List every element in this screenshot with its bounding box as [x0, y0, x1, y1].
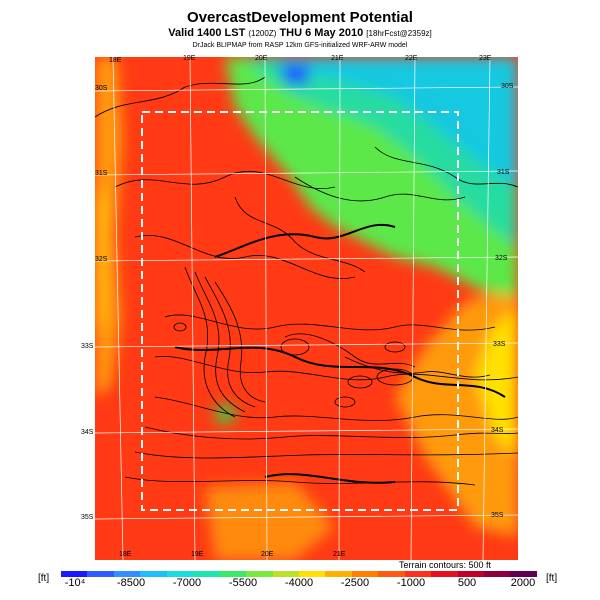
colorbar-tick-label: -4000	[284, 577, 314, 589]
lat-label-left: 31S	[95, 170, 108, 177]
colorbar-swatch	[457, 571, 484, 577]
lat-label-right: 33S	[493, 341, 506, 348]
model-description: DrJack BLIPMAP from RASP 12km GFS-initia…	[192, 42, 408, 49]
colorbar-tick-label: -5500	[228, 577, 258, 589]
terrain-contour-note: Terrain contours: 500 ft	[399, 560, 492, 570]
colorbar-swatch	[113, 571, 141, 577]
south-orange-patch	[205, 482, 335, 560]
colorbar-unit-right: [ft]	[546, 573, 558, 584]
lat-label-right: 32S	[495, 255, 508, 262]
lat-label-left: 35S	[81, 514, 94, 521]
north-cyan-region	[265, 57, 518, 187]
lat-lon-grid	[95, 57, 518, 560]
lon-label-top: 18E	[109, 57, 122, 64]
colorbar-swatch	[351, 571, 379, 577]
colorbar-swatch	[298, 571, 326, 577]
colorbar-swatch	[272, 571, 299, 577]
colorbar-swatch	[140, 571, 167, 577]
colorbar-tick-label: -7000	[172, 577, 202, 589]
colorbar-unit-left: [ft]	[38, 573, 50, 584]
valid-time-line: Valid 1400 LST (1200Z) THU 6 May 2010 [1…	[0, 27, 600, 39]
lon-label-top: 21E	[331, 55, 344, 62]
colorbar-swatch	[87, 571, 114, 577]
colorbar-tick-label: 500	[457, 577, 477, 589]
colorbar-swatch	[484, 571, 511, 577]
colorbar-swatch	[246, 571, 273, 577]
colorbar-swatch	[404, 571, 432, 577]
colorbar	[61, 571, 537, 577]
lat-label-right: 35S	[491, 512, 504, 519]
overcast-potential-map[interactable]: 18E 19E 20E 21E 22E 23E 18E 19E 20E 21E …	[81, 55, 518, 560]
colorbar-swatch	[431, 571, 458, 577]
lon-label-bottom: 20E	[261, 551, 274, 558]
colorbar-swatch	[61, 571, 88, 577]
east-yellow-band	[475, 307, 518, 457]
lat-label-right: 30S	[501, 83, 514, 90]
colorbar-swatch	[510, 571, 537, 577]
green-spot	[215, 404, 235, 424]
colorbar-tick-label: -10⁴	[64, 577, 86, 589]
lat-label-left: 32S	[95, 256, 108, 263]
colorbar-tick-label: 2000	[510, 577, 536, 589]
lon-label-bottom: 18E	[119, 551, 132, 558]
valid-time: Valid 1400 LST	[168, 27, 246, 39]
lat-label-left: 30S	[95, 85, 108, 92]
blue-patch	[280, 65, 310, 85]
colorbar-swatch	[193, 571, 220, 577]
lon-label-top: 23E	[479, 55, 492, 62]
lat-label-right: 34S	[491, 427, 504, 434]
lon-label-bottom: 21E	[333, 551, 346, 558]
map-canvas	[95, 57, 518, 560]
forecast-label: [18hrFcst@2359z]	[366, 29, 432, 38]
lon-label-bottom: 19E	[191, 551, 204, 558]
lon-label-top: 19E	[183, 55, 196, 62]
colorbar-tick-labels: -10⁴ -8500 -7000 -5500 -4000 -2500 -1000 500 200…	[61, 577, 537, 591]
colorbar-swatch	[219, 571, 247, 577]
lon-label-top: 20E	[255, 55, 268, 62]
colorbar-tick-label: -2500	[340, 577, 370, 589]
inner-domain-box	[141, 111, 459, 511]
colorbar-tick-label: -1000	[396, 577, 426, 589]
chart-title: OvercastDevelopment Potential	[187, 9, 413, 26]
colorbar-swatch	[166, 571, 194, 577]
colorbar-swatch	[378, 571, 405, 577]
lat-label-right: 31S	[497, 169, 510, 176]
valid-date: THU 6 May 2010	[279, 27, 364, 39]
lat-label-left: 34S	[81, 429, 94, 436]
lon-label-top: 22E	[405, 55, 418, 62]
colorbar-tick-label: -8500	[116, 577, 146, 589]
valid-time-utc: (1200Z)	[248, 29, 277, 38]
terrain-contours	[95, 76, 518, 486]
west-coast-yellow-band	[95, 177, 105, 337]
lat-label-left: 33S	[81, 343, 94, 350]
colorbar-swatch	[325, 571, 352, 577]
